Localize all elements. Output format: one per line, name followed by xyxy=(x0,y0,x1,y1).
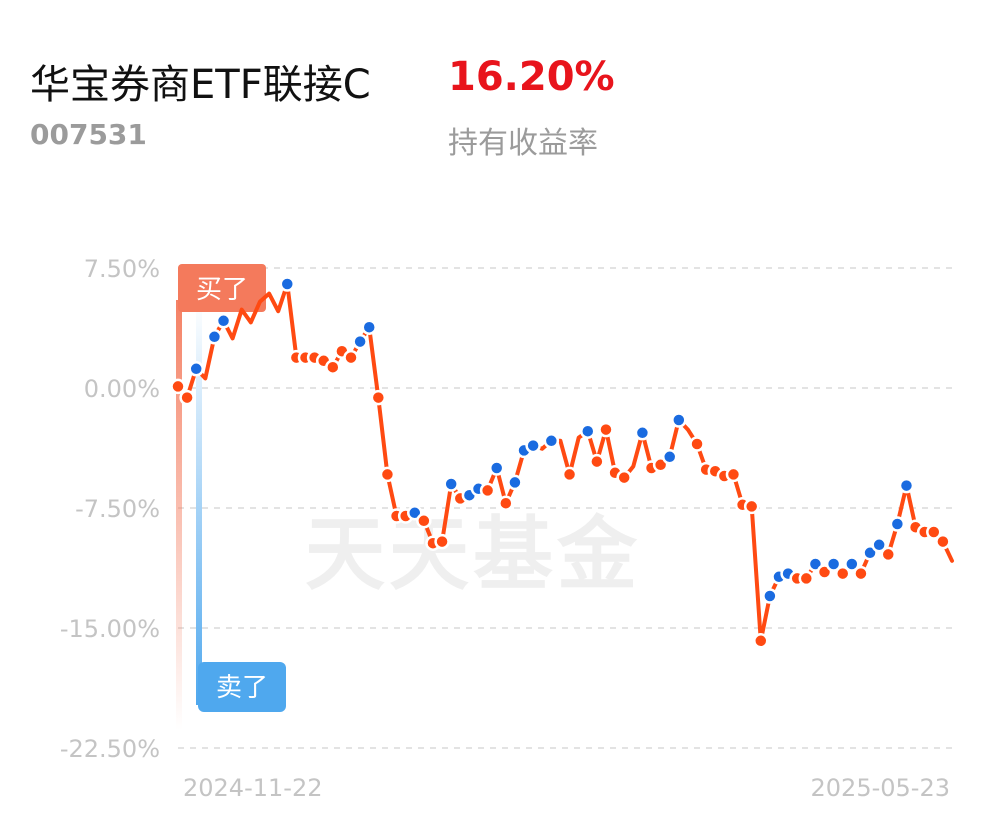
buy-point[interactable] xyxy=(853,565,869,582)
watermark: 天天基金 xyxy=(305,508,641,601)
buy-point[interactable] xyxy=(598,421,614,438)
sell-flag-label: 卖了 xyxy=(216,673,268,703)
sell-point[interactable] xyxy=(844,556,860,572)
sell-point[interactable] xyxy=(825,556,842,572)
buy-point[interactable] xyxy=(834,565,851,582)
sell-guide-bar xyxy=(196,300,202,705)
buy-point[interactable] xyxy=(753,633,769,649)
trade-points xyxy=(170,276,951,649)
buy-point[interactable] xyxy=(561,466,578,483)
buy-point[interactable] xyxy=(179,389,195,406)
y-tick-label: -15.00% xyxy=(60,615,160,643)
buy-flag-label: 买了 xyxy=(196,275,248,305)
sell-point[interactable] xyxy=(898,477,915,494)
buy-point[interactable] xyxy=(498,495,514,511)
fund-code: 007531 xyxy=(30,118,147,151)
sell-point[interactable] xyxy=(543,433,560,449)
sell-point[interactable] xyxy=(671,412,687,428)
sell-flag xyxy=(198,662,286,712)
sell-point[interactable] xyxy=(215,313,232,329)
sell-point[interactable] xyxy=(188,361,204,377)
sell-point[interactable] xyxy=(443,476,459,492)
buy-point[interactable] xyxy=(689,436,705,452)
sell-point[interactable] xyxy=(488,460,505,476)
buy-point[interactable] xyxy=(434,533,450,550)
buy-guide-bar xyxy=(176,300,182,730)
buy-point[interactable] xyxy=(589,453,605,470)
sell-point[interactable] xyxy=(661,449,678,465)
x-tick-label: 2025-05-23 xyxy=(811,774,950,802)
buy-point[interactable] xyxy=(325,359,341,375)
buy-point[interactable] xyxy=(743,498,760,515)
buy-point[interactable] xyxy=(170,378,186,395)
buy-point[interactable] xyxy=(416,513,432,529)
y-tick-label: -7.50% xyxy=(75,495,160,523)
buy-point[interactable] xyxy=(935,533,951,550)
axes: 7.50% 0.00% -7.50% -15.00% -22.50% 2024-11-22… xyxy=(60,255,950,802)
buy-flag xyxy=(178,264,266,312)
sell-point[interactable] xyxy=(580,423,596,439)
buy-point[interactable] xyxy=(880,546,897,563)
sell-point[interactable] xyxy=(279,276,296,292)
grid xyxy=(178,267,952,749)
sell-point[interactable] xyxy=(206,329,223,345)
buy-point[interactable] xyxy=(479,482,496,499)
sell-point[interactable] xyxy=(507,474,523,491)
y-tick-label: 0.00% xyxy=(84,375,160,403)
holding-return-label: 持有收益率 xyxy=(448,126,598,161)
x-tick-label: 2024-11-22 xyxy=(183,774,322,802)
sell-point[interactable] xyxy=(525,437,541,454)
buy-point[interactable] xyxy=(725,466,742,483)
fund-name: 华宝券商ETF联接C xyxy=(30,62,371,108)
buy-point[interactable] xyxy=(798,570,815,587)
sell-point[interactable] xyxy=(634,425,651,441)
buy-point[interactable] xyxy=(926,524,942,540)
buy-point[interactable] xyxy=(370,389,387,406)
buy-point[interactable] xyxy=(343,349,359,366)
y-tick-label: 7.50% xyxy=(84,255,160,283)
buy-point[interactable] xyxy=(379,466,396,483)
sell-point[interactable] xyxy=(762,588,778,604)
y-tick-label: -22.50% xyxy=(60,735,160,763)
buy-point[interactable] xyxy=(616,469,632,486)
sell-point[interactable] xyxy=(361,319,377,335)
sell-point[interactable] xyxy=(352,333,368,350)
holding-return-value: 16.20% xyxy=(448,54,615,100)
sell-point[interactable] xyxy=(889,516,906,532)
sell-point[interactable] xyxy=(871,537,887,553)
